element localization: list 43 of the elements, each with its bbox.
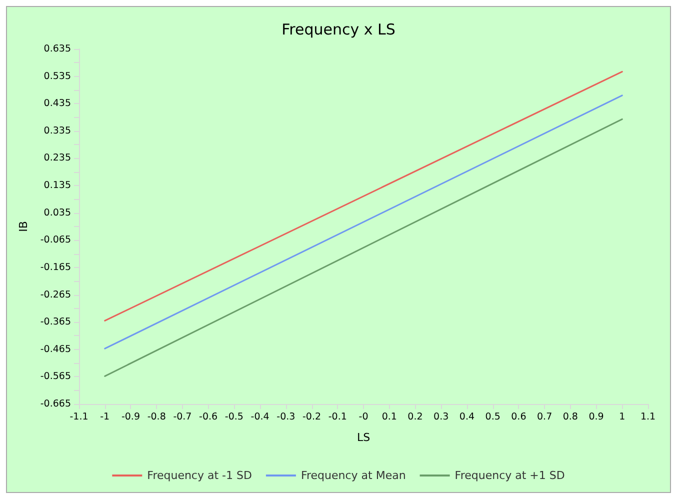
y-tick-label: -0.365 (40, 316, 71, 328)
legend-label: Frequency at -1 SD (147, 469, 252, 482)
x-tick-label: -0.8 (147, 412, 166, 422)
x-tick-label: -0.3 (276, 412, 296, 422)
x-tick-label: -0.9 (121, 412, 140, 422)
y-tick-label: -0.065 (40, 234, 71, 246)
y-axis-title: IB (17, 221, 30, 232)
x-tick-label: 0.1 (382, 412, 397, 422)
legend-label: Frequency at +1 SD (454, 469, 565, 482)
x-tick-label: 0.4 (459, 412, 475, 422)
x-tick-label: 0.8 (562, 412, 578, 422)
y-tick-label: 0.435 (44, 98, 71, 110)
y-tick-label: 0.335 (44, 125, 71, 136)
x-tick-label: -0 (358, 412, 368, 422)
y-tick-label: 0.535 (44, 70, 71, 82)
legend-label: Frequency at Mean (300, 469, 406, 482)
x-tick-label: -1 (100, 412, 110, 422)
x-tick-label: -0.4 (250, 412, 270, 422)
y-tick-label: 0.035 (44, 207, 71, 218)
x-tick-label: 0.3 (434, 412, 449, 422)
y-tick-label: 0.135 (44, 180, 71, 192)
x-tick-label: -1.1 (70, 412, 88, 422)
y-tick-label: 0.635 (44, 44, 71, 54)
x-tick-label: -0.5 (224, 412, 244, 422)
x-tick-label: -0.1 (328, 412, 347, 422)
x-tick-label: 0.5 (485, 412, 500, 422)
x-tick-label: 0.2 (408, 412, 423, 422)
y-tick-label: -0.465 (40, 344, 71, 355)
chart-title: Frequency x LS (282, 20, 396, 38)
x-tick-label: -0.2 (302, 412, 322, 422)
y-tick-label: -0.565 (40, 371, 71, 382)
x-tick-label: -0.6 (199, 412, 218, 422)
y-tick-label: -0.265 (40, 289, 71, 300)
x-tick-label: 1.1 (640, 412, 656, 422)
x-tick-label: -0.7 (173, 412, 192, 422)
x-tick-label: 1 (619, 412, 626, 422)
y-tick-label: -0.165 (40, 262, 71, 273)
x-tick-label: 0.6 (511, 412, 526, 422)
x-tick-label: 0.7 (536, 412, 552, 422)
y-tick-label: 0.235 (44, 152, 71, 164)
y-tick-label: -0.665 (40, 398, 71, 410)
x-axis-title: LS (356, 431, 370, 444)
x-tick-label: 0.9 (588, 412, 604, 422)
